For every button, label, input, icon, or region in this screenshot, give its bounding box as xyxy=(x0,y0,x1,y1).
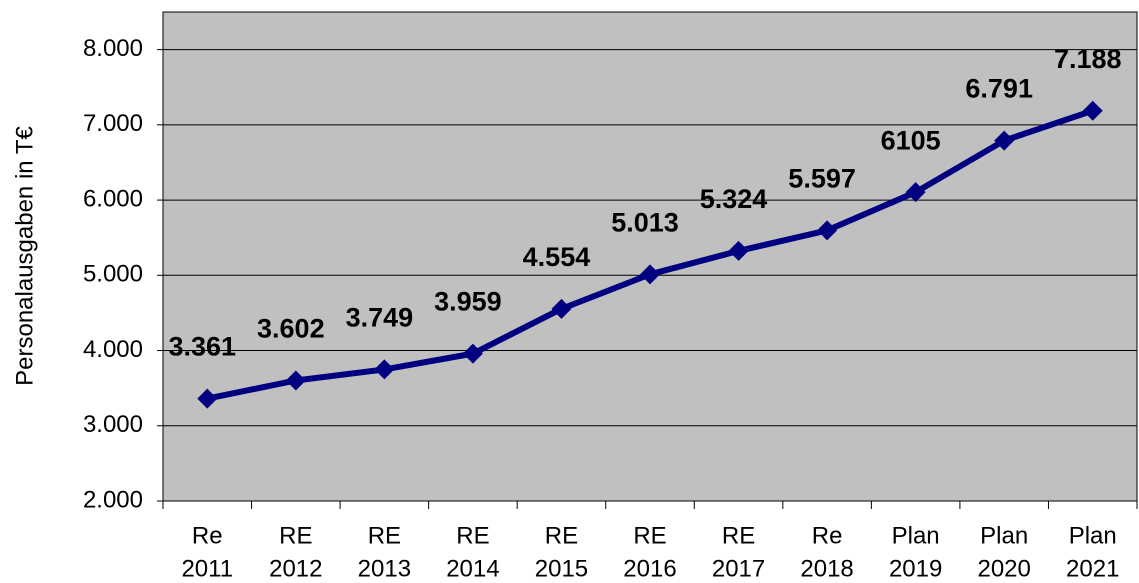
data-label: 3.602 xyxy=(257,314,325,344)
x-tick-label: 2018 xyxy=(800,555,853,582)
marker xyxy=(640,264,660,285)
data-label: 3.959 xyxy=(434,287,502,317)
data-label: 6.791 xyxy=(965,74,1033,104)
x-tick-label: 2020 xyxy=(977,555,1030,582)
x-tick-label: 2011 xyxy=(181,555,233,582)
x-tick-label: Re xyxy=(812,522,843,549)
data-label: 5.324 xyxy=(700,184,768,214)
marker xyxy=(994,130,1015,151)
marker xyxy=(197,388,218,409)
marker xyxy=(374,359,395,380)
x-tick-label: 2015 xyxy=(535,555,588,582)
x-tick-label: Re xyxy=(192,522,223,549)
y-tick-label: 5.000 xyxy=(83,261,143,288)
marker xyxy=(551,298,572,319)
marker xyxy=(462,343,483,364)
marker xyxy=(1082,100,1103,121)
x-tick-label: RE xyxy=(545,522,578,549)
data-label: 5.013 xyxy=(611,207,679,237)
y-tick-label: 2.000 xyxy=(83,486,143,513)
y-tick-label: 6.000 xyxy=(83,185,143,212)
x-tick-label: RE xyxy=(368,522,401,549)
x-tick-label: Plan xyxy=(1069,522,1117,549)
marker xyxy=(728,240,749,261)
data-label: 7.188 xyxy=(1054,44,1122,74)
x-tick-label: 2012 xyxy=(269,555,322,582)
y-tick-label: 4.000 xyxy=(83,336,143,363)
x-tick-label: Plan xyxy=(892,522,940,549)
marker xyxy=(817,220,838,241)
x-tick-label: 2016 xyxy=(623,555,676,582)
data-label: 4.554 xyxy=(523,242,591,272)
x-tick-label: 2013 xyxy=(358,555,411,582)
y-tick-label: 3.000 xyxy=(83,411,143,438)
x-tick-label: 2019 xyxy=(889,555,942,582)
y-tick-label: 8.000 xyxy=(83,35,143,62)
x-tick-label: 2017 xyxy=(712,555,765,582)
x-tick-label: RE xyxy=(633,522,666,549)
x-tick-label: 2014 xyxy=(446,555,499,582)
data-label: 6105 xyxy=(881,125,941,155)
y-tick-label: 7.000 xyxy=(83,110,143,137)
y-axis-label: Personalausgaben in T€ xyxy=(11,125,38,385)
x-tick-label: Plan xyxy=(980,522,1028,549)
x-tick-label: RE xyxy=(456,522,489,549)
data-label: 3.361 xyxy=(168,332,236,362)
data-label: 5.597 xyxy=(788,164,856,194)
plot-area xyxy=(162,11,1138,502)
x-tick-label: RE xyxy=(279,522,312,549)
marker xyxy=(285,370,306,391)
data-label: 3.749 xyxy=(346,303,414,333)
marker xyxy=(905,182,926,203)
x-tick-label: RE xyxy=(722,522,755,549)
x-tick-label: 2021 xyxy=(1066,555,1119,582)
